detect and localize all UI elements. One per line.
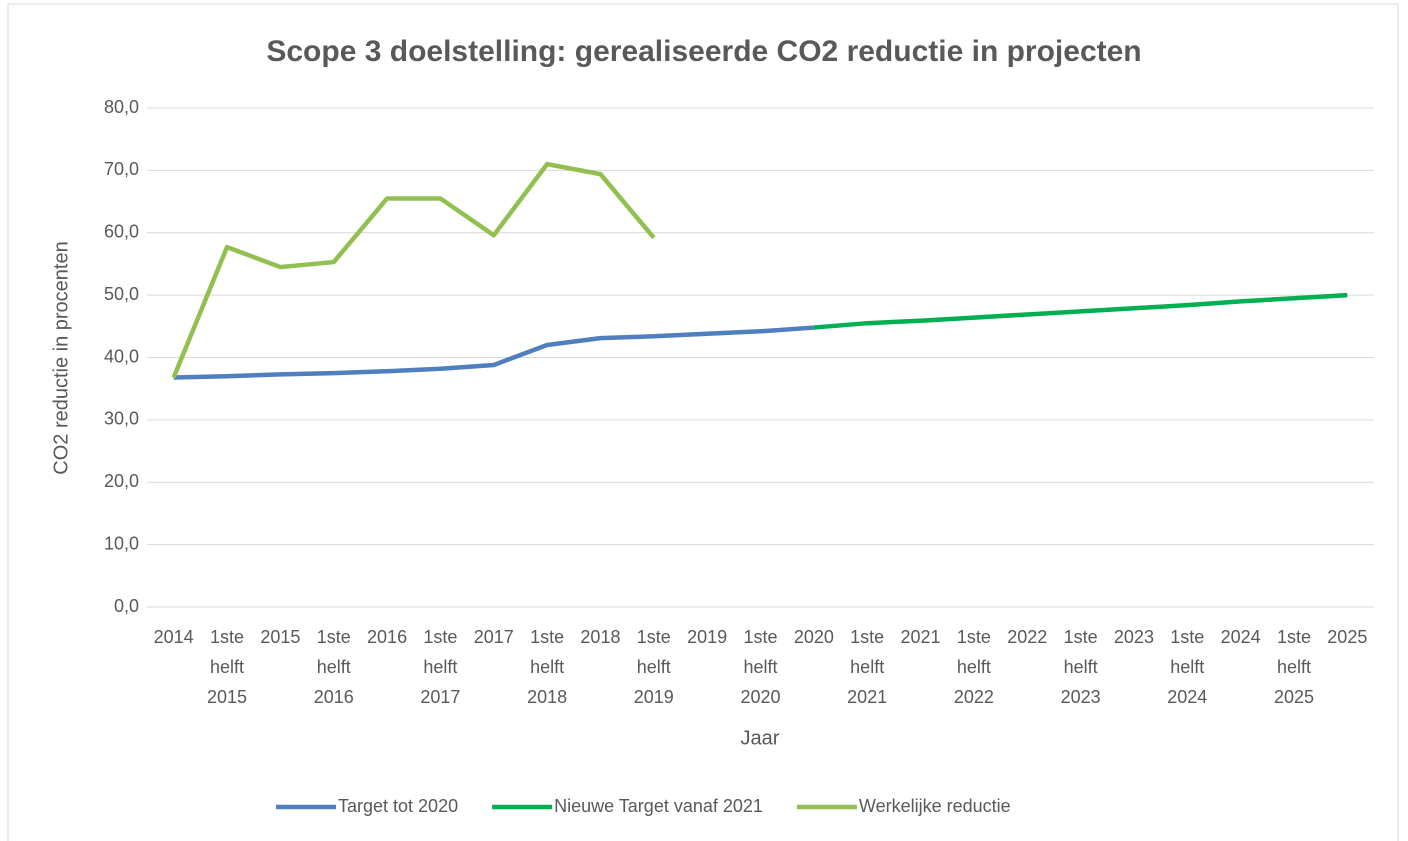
- legend-label: Nieuwe Target vanaf 2021: [554, 796, 763, 816]
- y-tick-label: 30,0: [104, 409, 139, 429]
- x-tick-label: 1ste helft 2022: [954, 627, 994, 707]
- y-tick-label: 60,0: [104, 222, 139, 242]
- y-axis-title: CO2 reductie in procenten: [50, 241, 72, 474]
- y-tick-label: 20,0: [104, 471, 139, 491]
- x-tick-label: 1ste helft 2025: [1274, 627, 1314, 707]
- x-tick-label: 2020: [794, 627, 834, 647]
- x-tick-label: 1ste helft 2015: [207, 627, 247, 707]
- x-tick-label: 1ste helft 2017: [420, 627, 460, 707]
- x-tick-label: 2022: [1007, 627, 1047, 647]
- x-tick-label: 1ste helft 2020: [740, 627, 780, 707]
- x-tick-label: 2021: [901, 627, 941, 647]
- x-tick-label: 2018: [580, 627, 620, 647]
- y-tick-label: 40,0: [104, 346, 139, 366]
- x-tick-label: 1ste helft 2021: [847, 627, 887, 707]
- x-tick-label: 1ste helft 2024: [1167, 627, 1207, 707]
- x-tick-label: 1ste helft 2019: [634, 627, 674, 707]
- x-tick-label: 2015: [260, 627, 300, 647]
- y-tick-label: 70,0: [104, 159, 139, 179]
- x-tick-label: 2023: [1114, 627, 1154, 647]
- chart-title: Scope 3 doelstelling: gerealiseerde CO2 …: [266, 35, 1141, 68]
- x-axis-title: Jaar: [741, 727, 780, 749]
- x-tick-label: 1ste helft 2023: [1061, 627, 1101, 707]
- x-tick-label: 2017: [474, 627, 514, 647]
- series-line: [171, 161, 656, 379]
- legend-label: Target tot 2020: [338, 796, 458, 816]
- x-tick-label: 2014: [154, 627, 194, 647]
- x-tick-label: 2019: [687, 627, 727, 647]
- x-tick-label: 1ste helft 2016: [314, 627, 354, 707]
- legend-label: Werkelijke reductie: [859, 796, 1011, 816]
- x-tick-label: 2024: [1221, 627, 1261, 647]
- y-tick-label: 0,0: [114, 596, 139, 616]
- series-line: [173, 325, 815, 380]
- series-line: [813, 292, 1348, 330]
- x-tick-label: 1ste helft 2018: [527, 627, 567, 707]
- y-tick-label: 10,0: [104, 533, 139, 553]
- y-tick-label: 50,0: [104, 284, 139, 304]
- x-tick-label: 2016: [367, 627, 407, 647]
- x-tick-label: 2025: [1327, 627, 1367, 647]
- chart-frame: [7, 3, 1399, 841]
- y-tick-label: 80,0: [104, 97, 139, 117]
